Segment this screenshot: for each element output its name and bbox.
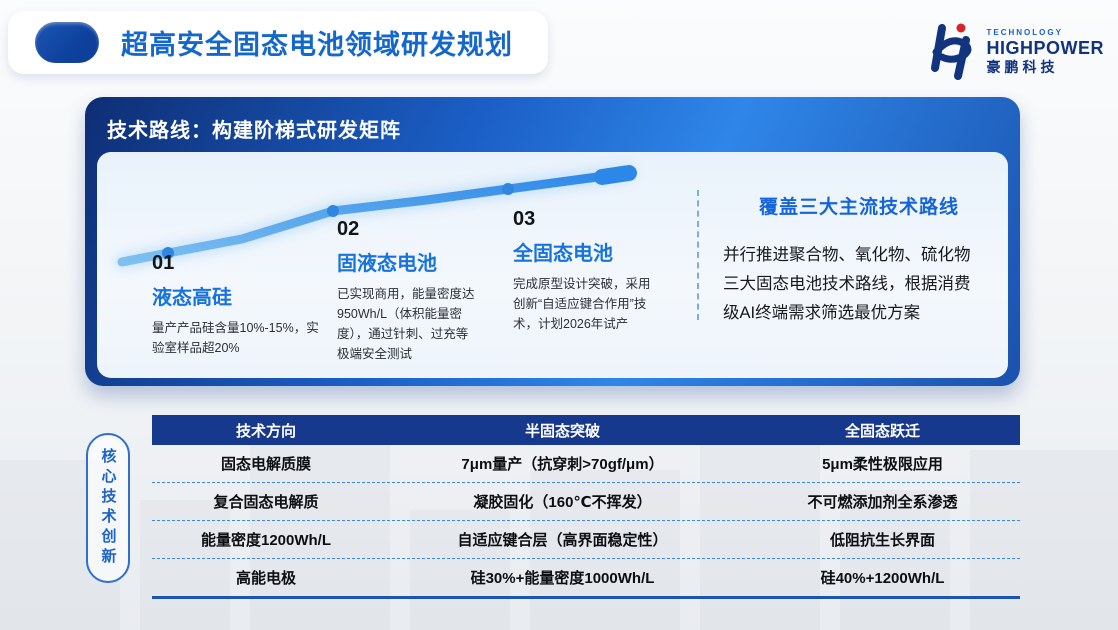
roadmap-card: 技术路线：构建阶梯式研发矩阵 01 液态高硅 量产产	[85, 97, 1020, 386]
stage-02-number: 02	[337, 218, 360, 240]
table-header-all-solid: 全固态跃迁	[844, 422, 920, 440]
table-row: 复合固态电解质 凝胶固化（160℃不挥发） 不可燃添加剂全系渗透	[152, 483, 1020, 521]
table-cell: 不可燃添加剂全系渗透	[807, 494, 958, 511]
stage-03-description: 完成原型设计突破，采用创新“自适应键合作用”技术，计划2026年试产	[513, 277, 651, 331]
table-row: 能量密度1200Wh/L 自适应键合层（高界面稳定性） 低阻抗生长界面	[152, 521, 1020, 559]
logo-brand-en: HIGHPOWER	[986, 37, 1104, 58]
table-cell: 固态电解质膜	[220, 456, 311, 473]
table-cell: 7μm量产（抗穿刺>70gf/μm）	[461, 456, 664, 473]
table-cell: 凝胶固化（160℃不挥发）	[473, 494, 652, 511]
stage-02: 02 固液态电池 已实现商用，能量密度达950Wh/L（体积能量密度），通过针刺…	[337, 218, 487, 364]
tech-table: 技术方向 半固态突破 全固态跃迁 固态电解质膜 7μm量产（抗穿刺>70gf/μ…	[152, 415, 1020, 599]
title-pill-decoration	[35, 22, 99, 63]
roadmap-panel: 01 液态高硅 量产产品硅含量10%-15%，实验室样品超20% 02 固液态电…	[97, 152, 1008, 378]
page-title: 超高安全固态电池领域研发规划	[121, 30, 513, 60]
stage-01-description: 量产产品硅含量10%-15%，实验室样品超20%	[152, 321, 319, 355]
logo-brand-cn: 豪鹏科技	[986, 58, 1059, 75]
table-row: 高能电极 硅30%+能量密度1000Wh/L 硅40%+1200Wh/L	[152, 559, 1020, 599]
company-logo: TECHNOLOGY HIGHPOWER 豪鹏科技	[928, 22, 1104, 80]
stage-01-number: 01	[152, 252, 175, 274]
stage-03-number: 03	[513, 208, 536, 230]
side-panel: 覆盖三大主流技术路线 并行推进聚合物、氧化物、硫化物三大固态电池技术路线，根据消…	[723, 192, 995, 328]
vertical-dashed-divider	[697, 190, 699, 320]
table-cell: 自适应键合层（高界面稳定性）	[457, 532, 668, 549]
logo-technology-text: TECHNOLOGY	[986, 27, 1063, 37]
table-header-row: 技术方向 半固态突破 全固态跃迁	[152, 415, 1020, 445]
table-cell: 硅30%+能量密度1000Wh/L	[470, 570, 655, 587]
title-bar: 超高安全固态电池领域研发规划	[8, 11, 548, 74]
stage-01-name: 液态高硅	[152, 287, 232, 309]
line-end-cap	[594, 165, 637, 185]
stage-02-name: 固液态电池	[337, 253, 437, 275]
core-tech-label: 核心技术创新	[99, 448, 117, 568]
table-row: 固态电解质膜 7μm量产（抗穿刺>70gf/μm） 5μm柔性极限应用	[152, 445, 1020, 483]
roadmap-card-title: 技术路线：构建阶梯式研发矩阵	[107, 120, 401, 142]
table-header-semi-solid: 半固态突破	[524, 422, 600, 440]
stage-dot-1	[162, 247, 174, 259]
table-header-direction: 技术方向	[235, 422, 296, 440]
table-cell: 硅40%+1200Wh/L	[820, 570, 945, 587]
stage-01: 01 液态高硅 量产产品硅含量10%-15%，实验室样品超20%	[152, 252, 332, 358]
core-tech-capsule: 核心技术创新	[86, 433, 130, 583]
table-cell: 能量密度1200Wh/L	[200, 532, 332, 549]
roadmap-ascending-line	[115, 165, 637, 269]
side-panel-title: 覆盖三大主流技术路线	[758, 197, 959, 218]
stage-03-name: 全固态电池	[513, 243, 613, 265]
stage-dot-2	[327, 205, 339, 217]
stage-dot-3	[502, 183, 514, 195]
logo-red-dot	[956, 23, 966, 33]
highpower-logo-icon	[931, 23, 972, 80]
stage-02-description: 已实现商用，能量密度达950Wh/L（体积能量密度），通过针刺、过充等极端安全测…	[337, 287, 475, 361]
side-panel-body: 并行推进聚合物、氧化物、硫化物三大固态电池技术路线，根据消费级AI终端需求筛选最…	[723, 246, 971, 322]
table-cell: 复合固态电解质	[213, 494, 319, 511]
table-cell: 5μm柔性极限应用	[822, 456, 943, 473]
table-cell: 高能电极	[235, 570, 296, 587]
table-cell: 低阻抗生长界面	[829, 532, 935, 549]
stage-03: 03 全固态电池 完成原型设计突破，采用创新“自适应键合作用”技术，计划2026…	[513, 208, 673, 334]
